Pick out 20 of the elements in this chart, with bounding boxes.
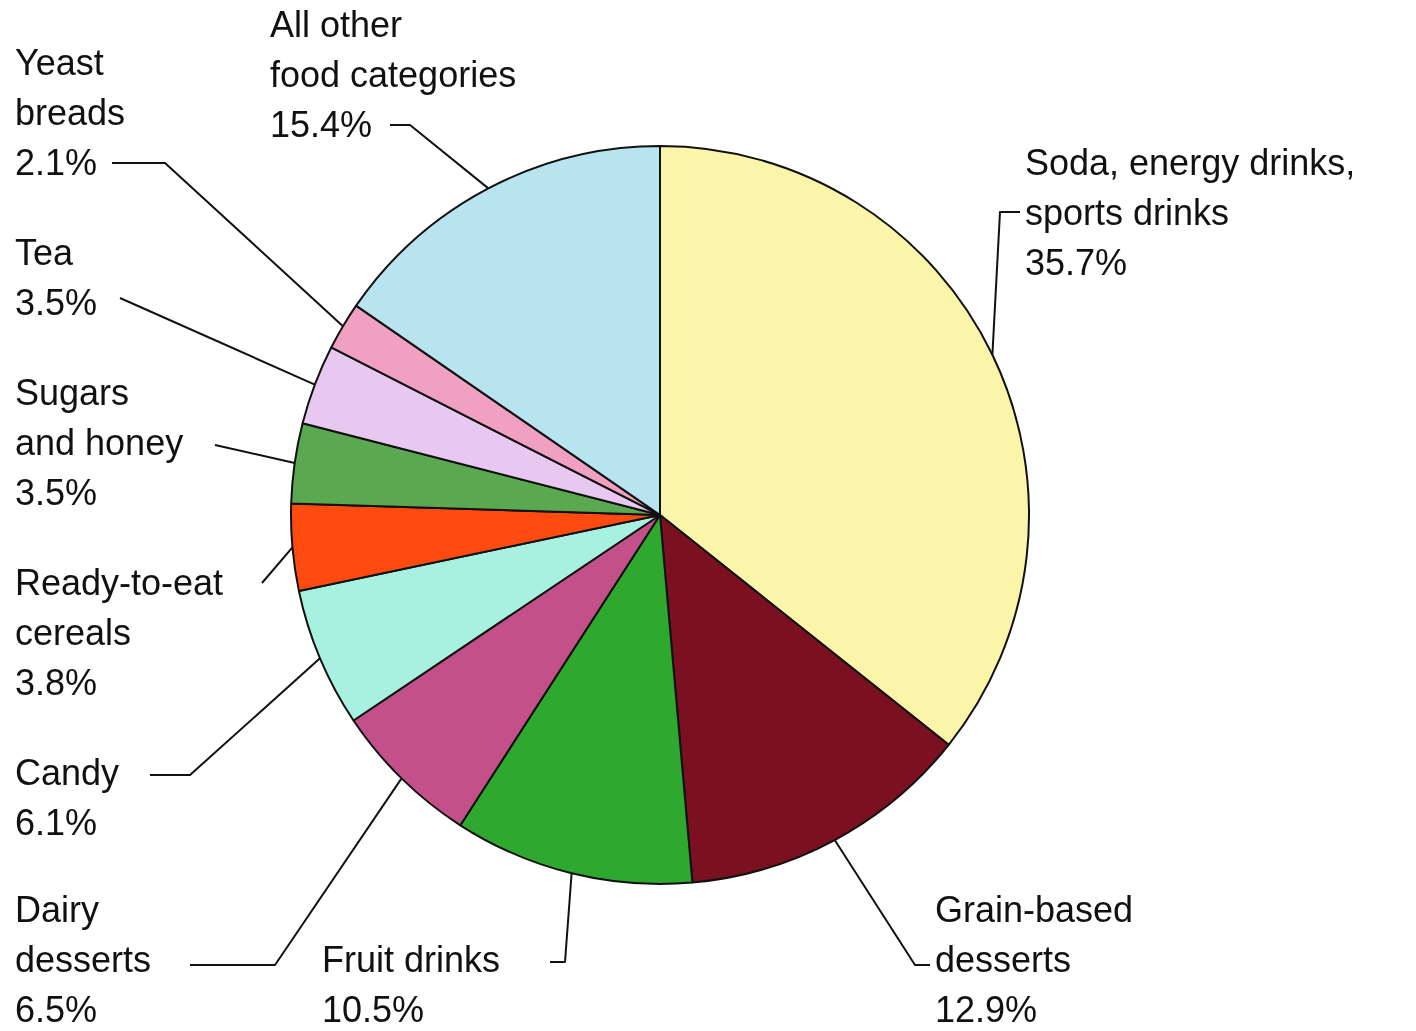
slice-label: Dairy desserts (15, 889, 152, 980)
slice-label: Tea (15, 232, 75, 273)
data-label: 10.5% (322, 989, 425, 1030)
data-label: 3.5% (15, 282, 98, 323)
slice-label: Grain-based desserts (935, 889, 1134, 980)
slice-label: Candy (15, 752, 120, 793)
data-label: 15.4% (270, 104, 373, 145)
slice-label: All other food categories (270, 4, 517, 95)
slice-label: Ready-to-eat cereals (15, 562, 224, 653)
data-label: 6.5% (15, 989, 98, 1030)
slice-label: Yeast breads (15, 42, 126, 133)
slice-label: Sugars and honey (15, 372, 184, 463)
data-label: 6.1% (15, 802, 98, 843)
data-label: 3.8% (15, 662, 98, 703)
data-label: 35.7% (1025, 242, 1128, 283)
data-label: 2.1% (15, 142, 98, 183)
data-label: 12.9% (935, 989, 1038, 1030)
data-label: 3.5% (15, 472, 98, 513)
slice-label: Soda, energy drinks, sports drinks (1025, 142, 1356, 233)
slice-label: Fruit drinks (322, 939, 501, 980)
